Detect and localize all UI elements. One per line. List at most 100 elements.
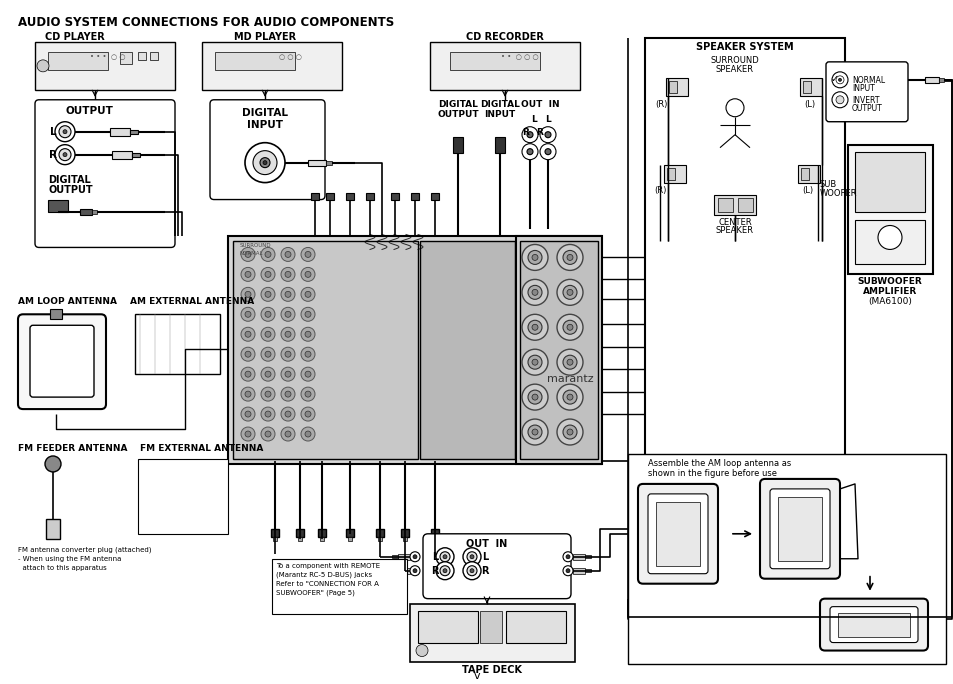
Bar [392,555,397,558]
Circle shape [835,76,843,84]
FancyBboxPatch shape [760,479,840,579]
Bar [397,568,410,574]
Text: SUBWOOFER" (Page 5): SUBWOOFER" (Page 5) [275,590,355,596]
Text: CD RECORDER: CD RECORDER [466,32,543,42]
Circle shape [305,291,311,298]
Circle shape [55,122,75,142]
Circle shape [261,267,274,281]
FancyBboxPatch shape [638,484,718,583]
FancyBboxPatch shape [18,314,106,409]
Circle shape [241,327,254,341]
Circle shape [285,371,291,377]
Circle shape [305,252,311,257]
Circle shape [521,350,547,375]
Circle shape [305,272,311,278]
Circle shape [37,60,49,72]
Text: - When using the FM antenna: - When using the FM antenna [18,556,121,562]
Circle shape [285,291,291,298]
Text: L: L [50,127,56,137]
Circle shape [305,411,311,417]
Bar [46,519,60,539]
Bar [450,52,539,70]
Circle shape [261,307,274,321]
Bar [924,77,938,83]
Bar [150,52,158,60]
Circle shape [557,314,582,340]
Bar [417,611,477,642]
Bar [35,42,174,90]
Bar [837,613,909,637]
Circle shape [562,320,577,334]
Circle shape [281,248,294,261]
Circle shape [413,568,416,573]
Circle shape [562,425,577,439]
FancyBboxPatch shape [769,489,829,568]
Text: INVERT: INVERT [851,96,879,105]
Bar [311,193,318,200]
Bar [326,193,334,200]
Bar [665,78,687,96]
Bar [411,193,418,200]
Bar [938,78,943,82]
Circle shape [527,250,541,265]
Circle shape [539,144,556,159]
Circle shape [521,419,547,445]
Circle shape [305,331,311,337]
Circle shape [562,285,577,300]
Circle shape [521,384,547,410]
Circle shape [241,367,254,381]
Circle shape [436,548,454,566]
Circle shape [565,555,569,559]
Text: AM EXTERNAL ANTENNA: AM EXTERNAL ANTENNA [130,298,254,306]
Circle shape [305,391,311,397]
Bar [433,537,436,541]
Bar [392,569,397,573]
Bar [391,193,398,200]
Circle shape [285,331,291,337]
Text: INPUT: INPUT [247,120,283,130]
FancyBboxPatch shape [210,100,325,200]
Circle shape [831,92,847,108]
Bar [519,241,598,459]
Circle shape [245,431,251,437]
Text: DIGITAL: DIGITAL [479,100,519,109]
Circle shape [413,555,416,559]
Circle shape [725,98,743,117]
Bar [666,168,675,180]
Circle shape [436,562,454,580]
Bar [366,193,374,200]
Circle shape [63,153,67,157]
Bar [138,459,228,534]
Text: CENTER: CENTER [718,218,751,226]
Circle shape [305,351,311,357]
Circle shape [45,456,61,472]
Circle shape [241,267,254,281]
Circle shape [521,144,537,159]
Circle shape [245,391,251,397]
Text: NORMAL: NORMAL [851,76,884,85]
Circle shape [532,324,537,330]
Bar [738,198,752,211]
Circle shape [281,267,294,281]
Circle shape [439,566,450,576]
Text: DIGITAL: DIGITAL [242,108,288,118]
Circle shape [241,248,254,261]
Bar [400,529,409,537]
Bar [430,42,579,90]
Bar [348,537,352,541]
Bar [346,193,354,200]
Bar [273,537,276,541]
Bar [132,153,140,157]
Bar [668,81,677,93]
Bar [410,604,575,661]
Bar [397,554,410,560]
Circle shape [281,367,294,381]
Bar [644,38,844,462]
Circle shape [301,427,314,441]
Circle shape [566,359,573,365]
Circle shape [241,347,254,361]
Circle shape [261,407,274,421]
Text: INPUT: INPUT [484,109,515,119]
Text: CD PLAYER: CD PLAYER [45,32,105,42]
Bar [573,554,584,560]
